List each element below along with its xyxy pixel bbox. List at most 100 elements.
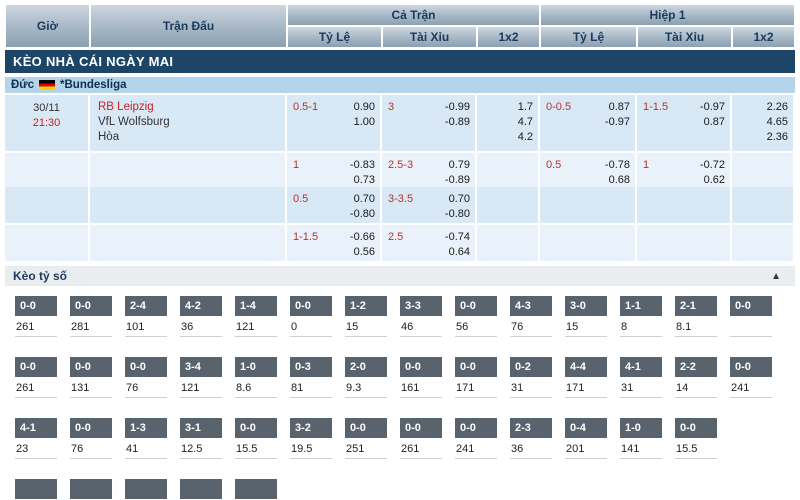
league-row[interactable]: Đức *Bundesliga bbox=[5, 77, 795, 95]
handicap-line[interactable]: 3 bbox=[388, 101, 395, 113]
odds-value-bottom[interactable]: 0.56 bbox=[353, 246, 375, 258]
odds-value-bottom[interactable]: -0.89 bbox=[444, 174, 470, 186]
odds-1x2-value[interactable]: 1.7 bbox=[517, 101, 533, 113]
score-box[interactable]: 2-0 bbox=[345, 357, 387, 377]
score-box[interactable]: 0-2 bbox=[510, 357, 552, 377]
score-odds-cell[interactable]: 0-0 261 bbox=[15, 296, 57, 337]
handicap-line[interactable]: 1-1.5 bbox=[293, 231, 319, 243]
handicap-line[interactable]: 0-0.5 bbox=[546, 101, 572, 113]
score-box[interactable]: 1-4 bbox=[235, 296, 277, 316]
score-odds-cell[interactable]: 1-4 121 bbox=[235, 296, 277, 337]
score-box[interactable]: 3-1 bbox=[180, 418, 222, 438]
score-box[interactable]: 1-0 bbox=[620, 418, 662, 438]
odds-value-bottom[interactable]: 0.64 bbox=[448, 246, 470, 258]
handicap-line[interactable]: 2.5-3 bbox=[388, 159, 414, 171]
odds-value-top[interactable]: -0.78 bbox=[604, 159, 630, 171]
score-odds-cell[interactable]: 4-2 36 bbox=[180, 296, 222, 337]
score-box[interactable]: 0-0 bbox=[400, 418, 442, 438]
odds-cell-h1_hdp[interactable]: 0-0.5 0.87 -0.97 bbox=[540, 95, 637, 153]
score-box[interactable]: 0-0 bbox=[400, 357, 442, 377]
odds-value-bottom[interactable]: -0.80 bbox=[444, 208, 470, 220]
odds-cell-ft_hdp[interactable]: 0.5 0.70 -0.80 bbox=[287, 187, 382, 225]
score-box[interactable]: 3-2 bbox=[290, 418, 332, 438]
odds-value-top[interactable]: 0.70 bbox=[448, 193, 470, 205]
away-team-name[interactable]: VfL Wolfsburg bbox=[98, 116, 170, 128]
odds-value-top[interactable]: -0.66 bbox=[349, 231, 375, 243]
score-odds-cell[interactable]: 2-3 36 bbox=[510, 418, 552, 459]
score-odds-cell[interactable]: 0-0 251 bbox=[345, 418, 387, 459]
score-odds-cell[interactable]: 0-0 15.5 bbox=[235, 418, 277, 459]
score-odds-cell[interactable]: 4-4 171 bbox=[565, 357, 607, 398]
score-odds-cell[interactable]: 4-1 31 bbox=[620, 357, 662, 398]
score-box[interactable]: 0-3 bbox=[290, 357, 332, 377]
score-box[interactable]: 2-3 bbox=[510, 418, 552, 438]
score-odds-cell[interactable]: 2-1 8.1 bbox=[675, 296, 717, 337]
score-box[interactable]: 0-0 bbox=[730, 357, 772, 377]
score-box[interactable]: 0-0 bbox=[70, 357, 112, 377]
odds-value-top[interactable]: -0.97 bbox=[699, 101, 725, 113]
odds-value-top[interactable]: 0.90 bbox=[353, 101, 375, 113]
score-box[interactable]: 2-4 bbox=[125, 296, 167, 316]
odds-value-bottom[interactable]: -0.89 bbox=[444, 116, 470, 128]
score-odds-cell[interactable]: 0-0 bbox=[730, 296, 772, 337]
score-odds-cell[interactable]: 2-0 9.3 bbox=[345, 357, 387, 398]
score-box[interactable]: 0-0 bbox=[235, 418, 277, 438]
score-box[interactable]: 4-3 bbox=[510, 296, 552, 316]
score-odds-cell[interactable]: 0-0 161 bbox=[400, 357, 442, 398]
odds-value-bottom[interactable]: 0.87 bbox=[703, 116, 725, 128]
odds-1x2-value[interactable]: 4.2 bbox=[517, 131, 533, 143]
odds-value-top[interactable]: -0.83 bbox=[349, 159, 375, 171]
odds-value-top[interactable]: -0.74 bbox=[444, 231, 470, 243]
score-odds-cell[interactable]: 3-2 19.5 bbox=[290, 418, 332, 459]
score-box[interactable] bbox=[15, 479, 57, 499]
odds-cell-ft_ou[interactable]: 2.5-3 0.79 -0.89 bbox=[382, 153, 477, 190]
score-odds-cell[interactable]: 0-0 76 bbox=[70, 418, 112, 459]
score-box[interactable]: 0-0 bbox=[70, 418, 112, 438]
score-odds-cell[interactable]: 1-3 41 bbox=[125, 418, 167, 459]
score-box[interactable]: 0-0 bbox=[15, 357, 57, 377]
odds-cell-h1_1x2[interactable]: 2.26 4.65 2.36 bbox=[732, 95, 795, 153]
handicap-line[interactable]: 1-1.5 bbox=[643, 101, 669, 113]
odds-cell-h1_ou[interactable]: 1 -0.72 0.62 bbox=[637, 153, 732, 190]
score-odds-cell[interactable] bbox=[180, 479, 222, 500]
score-odds-cell[interactable]: 0-0 131 bbox=[70, 357, 112, 398]
odds-value-top[interactable]: 0.87 bbox=[608, 101, 630, 113]
score-odds-cell[interactable]: 0-2 31 bbox=[510, 357, 552, 398]
handicap-line[interactable]: 2.5 bbox=[388, 231, 404, 243]
odds-1x2-value[interactable]: 2.26 bbox=[766, 101, 788, 113]
odds-value-bottom[interactable]: 0.73 bbox=[353, 174, 375, 186]
score-box[interactable]: 0-0 bbox=[455, 296, 497, 316]
odds-cell-ft_1x2[interactable]: 1.7 4.7 4.2 bbox=[477, 95, 540, 153]
score-odds-cell[interactable]: 3-3 46 bbox=[400, 296, 442, 337]
score-box[interactable]: 4-4 bbox=[565, 357, 607, 377]
odds-cell-ft_ou[interactable]: 3-3.5 0.70 -0.80 bbox=[382, 187, 477, 225]
score-box[interactable]: 0-0 bbox=[730, 296, 772, 316]
score-odds-cell[interactable]: 0-0 0 bbox=[290, 296, 332, 337]
score-odds-cell[interactable]: 2-4 101 bbox=[125, 296, 167, 337]
handicap-line[interactable]: 3-3.5 bbox=[388, 193, 414, 205]
score-box[interactable]: 0-0 bbox=[675, 418, 717, 438]
score-odds-cell[interactable]: 0-0 281 bbox=[70, 296, 112, 337]
odds-cell-h1_hdp[interactable]: 0.5 -0.78 0.68 bbox=[540, 153, 637, 190]
odds-1x2-value[interactable]: 2.36 bbox=[766, 131, 788, 143]
score-box[interactable]: 0-4 bbox=[565, 418, 607, 438]
odds-value-top[interactable]: 0.70 bbox=[353, 193, 375, 205]
odds-cell-ft_hdp[interactable]: 1 -0.83 0.73 bbox=[287, 153, 382, 190]
score-box[interactable]: 0-0 bbox=[290, 296, 332, 316]
odds-value-top[interactable]: -0.99 bbox=[444, 101, 470, 113]
score-odds-cell[interactable]: 0-0 76 bbox=[125, 357, 167, 398]
odds-value-bottom[interactable]: -0.80 bbox=[349, 208, 375, 220]
score-box[interactable]: 0-0 bbox=[455, 418, 497, 438]
score-box[interactable]: 4-1 bbox=[15, 418, 57, 438]
score-odds-cell[interactable]: 0-0 241 bbox=[455, 418, 497, 459]
odds-value-bottom[interactable]: 0.68 bbox=[608, 174, 630, 186]
score-box[interactable]: 4-2 bbox=[180, 296, 222, 316]
score-box[interactable] bbox=[70, 479, 112, 499]
score-box[interactable]: 2-2 bbox=[675, 357, 717, 377]
score-odds-cell[interactable]: 2-2 14 bbox=[675, 357, 717, 398]
score-box[interactable] bbox=[125, 479, 167, 499]
score-box[interactable]: 2-1 bbox=[675, 296, 717, 316]
score-odds-cell[interactable]: 0-0 261 bbox=[15, 357, 57, 398]
score-odds-cell[interactable] bbox=[125, 479, 167, 500]
score-odds-cell[interactable]: 1-2 15 bbox=[345, 296, 387, 337]
